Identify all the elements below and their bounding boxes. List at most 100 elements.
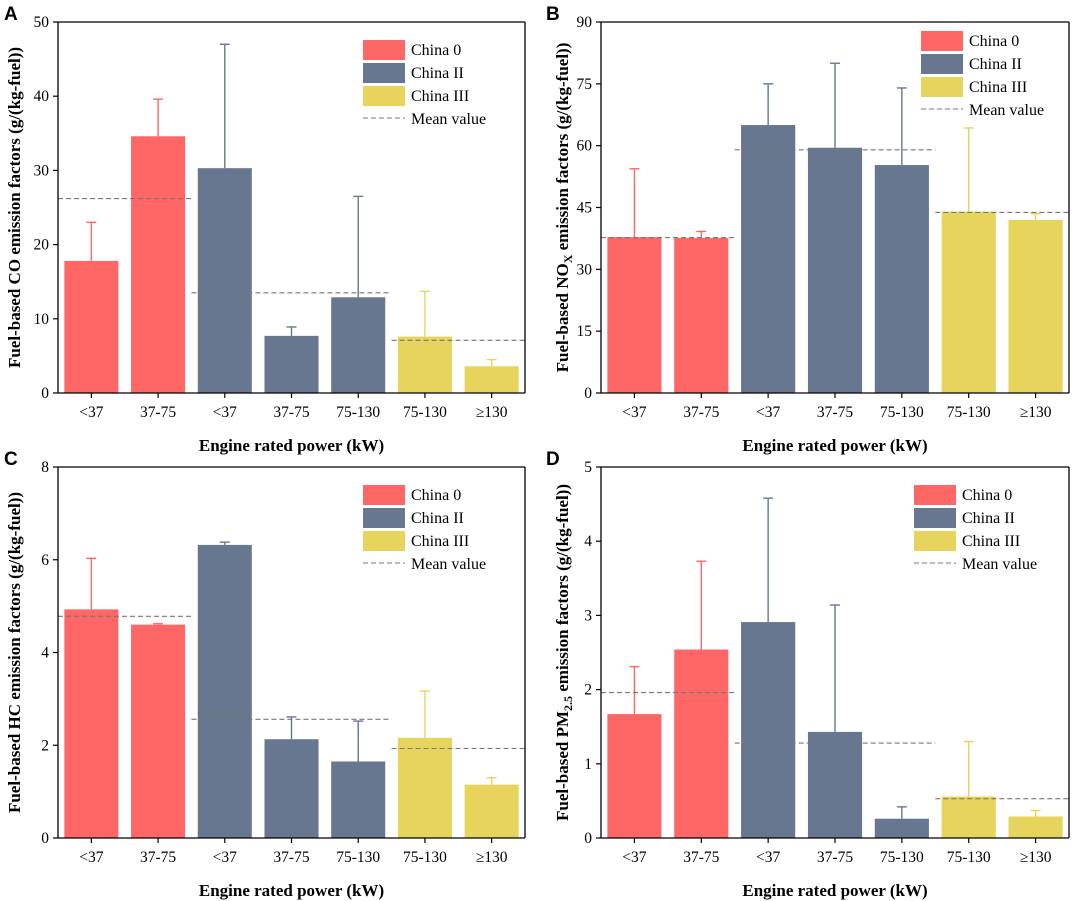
x-tick-label: 75-130 bbox=[947, 849, 991, 866]
bar bbox=[874, 818, 929, 838]
x-axis-label: Engine rated power (kW) bbox=[199, 881, 384, 900]
x-tick-label: <37 bbox=[622, 404, 646, 421]
y-tick-label: 0 bbox=[41, 385, 49, 402]
y-tick-label: 5 bbox=[584, 459, 592, 476]
x-tick-label: 37-75 bbox=[273, 404, 309, 421]
bar bbox=[1008, 219, 1063, 393]
legend-label: China 0 bbox=[969, 33, 1019, 50]
x-tick-label: <37 bbox=[756, 849, 780, 866]
x-tick-label: 75-130 bbox=[336, 849, 380, 866]
legend-swatch bbox=[363, 485, 405, 505]
y-tick-label: 3 bbox=[584, 607, 592, 624]
panel-a: A 0 10 20 30 40 50 <37 37-75 <37 37-75 75-130 75-130… bbox=[4, 4, 526, 455]
x-tick-label: <37 bbox=[79, 849, 103, 866]
y-tick-label: 0 bbox=[584, 385, 592, 402]
y-tick-label: 45 bbox=[577, 200, 593, 217]
legend: China 0 China II China III Mean value bbox=[363, 485, 486, 573]
y-tick-label: 50 bbox=[34, 14, 50, 31]
bar bbox=[131, 136, 186, 393]
y-tick-label: 4 bbox=[41, 645, 49, 662]
y-axis-label-rest: emission factors (g/(kg-fuel)) bbox=[553, 484, 572, 696]
legend-label: China II bbox=[969, 56, 1022, 73]
legend-swatch bbox=[921, 54, 963, 74]
x-tick-label: 75-130 bbox=[947, 404, 991, 421]
y-tick-label: 90 bbox=[577, 14, 593, 31]
legend-swatch bbox=[921, 31, 963, 51]
bar bbox=[741, 125, 796, 394]
y-tick-label: 6 bbox=[41, 552, 49, 569]
legend-swatch bbox=[363, 508, 405, 528]
bar bbox=[741, 622, 796, 838]
x-tick-label: ≥130 bbox=[1020, 404, 1052, 421]
x-tick-label: 37-75 bbox=[273, 849, 309, 866]
legend-label: Mean value bbox=[962, 556, 1037, 573]
legend-swatch bbox=[914, 531, 956, 551]
x-axis-label: Engine rated power (kW) bbox=[742, 881, 927, 900]
y-axis-label: Fuel-based NOX emission factors (g/(kg-f… bbox=[553, 43, 575, 373]
y-axis-label-rest: emission factors (g/(kg-fuel)) bbox=[553, 43, 572, 255]
bar bbox=[331, 297, 386, 393]
legend-label: China 0 bbox=[962, 487, 1012, 504]
x-tick-label: ≥130 bbox=[1020, 849, 1052, 866]
bar bbox=[941, 796, 996, 838]
legend-swatch bbox=[363, 63, 405, 83]
y-tick-label: 60 bbox=[577, 138, 593, 155]
bar bbox=[264, 739, 319, 838]
legend-label: China 0 bbox=[411, 487, 461, 504]
legend-label: Mean value bbox=[411, 556, 486, 573]
legend-swatch bbox=[914, 508, 956, 528]
x-tick-label: ≥130 bbox=[476, 849, 508, 866]
y-axis-label-main: Fuel-based NO bbox=[553, 263, 572, 372]
bar bbox=[131, 624, 186, 838]
x-tick-label: 37-75 bbox=[140, 849, 176, 866]
bar bbox=[607, 714, 662, 838]
x-tick-label: 75-130 bbox=[880, 404, 924, 421]
x-tick-label: 37-75 bbox=[683, 849, 719, 866]
x-tick-label: <37 bbox=[756, 404, 780, 421]
bar bbox=[807, 147, 863, 393]
legend-label: China II bbox=[962, 510, 1015, 527]
bar bbox=[397, 336, 452, 393]
y-tick-label: 2 bbox=[584, 682, 592, 699]
bar bbox=[941, 211, 996, 393]
legend-label: China III bbox=[969, 79, 1027, 96]
bar bbox=[464, 784, 519, 838]
legend-label: China 0 bbox=[411, 42, 461, 59]
panel-letter: C bbox=[4, 449, 18, 470]
y-tick-label: 30 bbox=[577, 261, 593, 278]
y-tick-label: 15 bbox=[577, 323, 593, 340]
legend-label: China III bbox=[962, 533, 1020, 550]
y-tick-label: 8 bbox=[41, 459, 49, 476]
legend-swatch bbox=[363, 531, 405, 551]
legend-label: China III bbox=[411, 533, 469, 550]
x-tick-label: 75-130 bbox=[880, 849, 924, 866]
x-tick-label: 37-75 bbox=[817, 849, 853, 866]
y-tick-label: 10 bbox=[34, 311, 50, 328]
x-axis-label: Engine rated power (kW) bbox=[742, 436, 927, 455]
y-axis-label-sub: 2.5 bbox=[561, 696, 575, 711]
bar bbox=[807, 731, 863, 838]
y-tick-label: 20 bbox=[34, 237, 50, 254]
x-tick-label: 75-130 bbox=[403, 849, 447, 866]
bar bbox=[674, 649, 729, 838]
legend-label: Mean value bbox=[969, 102, 1044, 119]
legend-label: Mean value bbox=[411, 111, 486, 128]
legend: China 0 China II China III Mean value bbox=[914, 485, 1037, 573]
bar bbox=[64, 609, 119, 838]
y-tick-label: 2 bbox=[41, 737, 49, 754]
bar bbox=[607, 237, 662, 393]
legend-label: China II bbox=[411, 510, 464, 527]
bar bbox=[397, 737, 452, 838]
x-tick-label: 75-130 bbox=[403, 404, 447, 421]
y-axis-label: Fuel-based CO emission factors (g/(kg-fu… bbox=[5, 47, 24, 368]
panel-letter: B bbox=[546, 4, 560, 25]
x-tick-label: <37 bbox=[622, 849, 646, 866]
x-tick-label: 37-75 bbox=[683, 404, 719, 421]
panel-letter: D bbox=[546, 449, 560, 470]
x-tick-label: <37 bbox=[213, 404, 237, 421]
panel-d: D 0 1 2 3 4 5 <37 37-75 <37 37-75 75-130 75-130 ≥130 E… bbox=[546, 449, 1070, 900]
legend-label: China III bbox=[411, 88, 469, 105]
x-tick-label: 37-75 bbox=[140, 404, 176, 421]
bar bbox=[264, 335, 319, 393]
y-tick-label: 75 bbox=[577, 76, 593, 93]
